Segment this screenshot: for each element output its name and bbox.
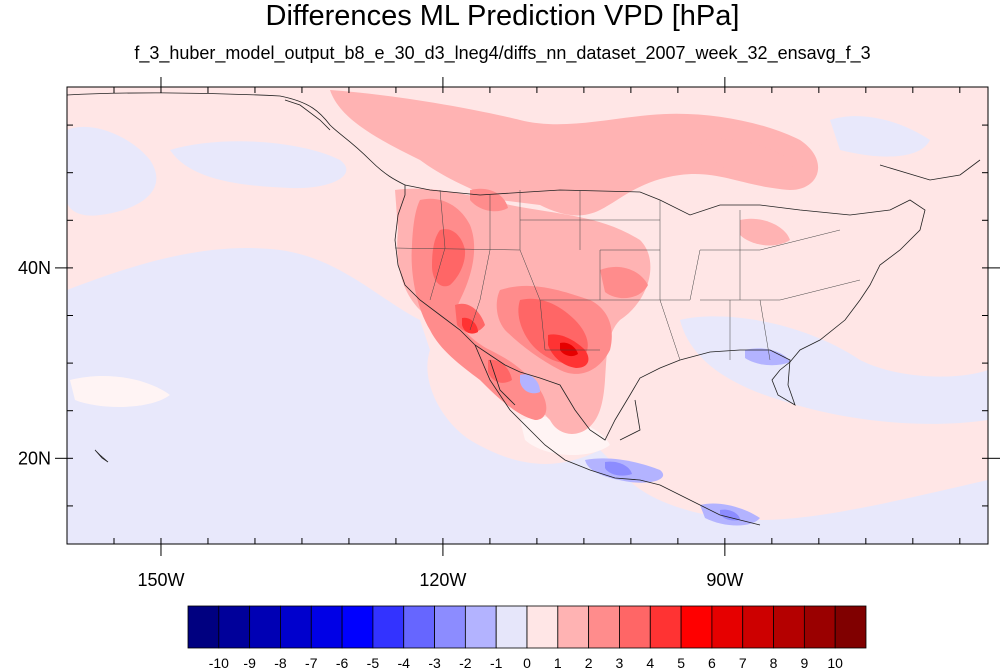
colorbar-label: 3 — [616, 655, 624, 671]
colorbar-label: -2 — [459, 655, 472, 671]
colorbar-label: 5 — [677, 655, 685, 671]
x-tick-label: 120W — [419, 570, 466, 590]
y-tick-label: 40N — [18, 258, 51, 278]
colorbar-label: -4 — [398, 655, 411, 671]
map-title: Differences ML Prediction VPD [hPa] — [265, 0, 740, 32]
colorbar-swatch — [187, 605, 220, 649]
colorbar: -10 -9 -8 -7 -6 -5 -4 -3 -2 -1 0 1 2 3 4 5 6 7 8 9 10 — [187, 605, 867, 671]
colorbar-swatch — [742, 605, 774, 649]
colorbar-swatch — [834, 605, 867, 649]
colorbar-label: 8 — [770, 655, 778, 671]
colorbar-swatch — [434, 605, 466, 649]
colorbar-label: -10 — [209, 655, 229, 671]
colorbar-swatch — [773, 605, 805, 649]
colorbar-swatch — [526, 605, 559, 649]
colorbar-label: 1 — [554, 655, 562, 671]
colorbar-label: -1 — [490, 655, 503, 671]
x-tick-label: 90W — [706, 570, 743, 590]
negative-anomaly-regions — [67, 116, 988, 544]
colorbar-label: 7 — [739, 655, 747, 671]
colorbar-label: 0 — [523, 655, 531, 671]
colorbar-swatch — [711, 605, 744, 649]
colorbar-swatch — [557, 605, 590, 649]
colorbar-swatch — [403, 605, 435, 649]
colorbar-label: -6 — [336, 655, 349, 671]
colorbar-label: -5 — [367, 655, 380, 671]
colorbar-label: 9 — [800, 655, 808, 671]
colorbar-label: 2 — [585, 655, 593, 671]
colorbar-swatch — [280, 605, 312, 649]
colorbar-label: 4 — [646, 655, 654, 671]
colorbar-swatch — [803, 605, 836, 649]
colorbar-swatch — [680, 605, 713, 649]
colorbar-swatch — [372, 605, 405, 649]
colorbar-swatch — [619, 605, 651, 649]
colorbar-label: 6 — [708, 655, 716, 671]
colorbar-label: -9 — [243, 655, 256, 671]
colorbar-label: -3 — [428, 655, 441, 671]
colorbar-swatch — [464, 605, 497, 649]
colorbar-label: 10 — [827, 655, 843, 671]
colorbar-label: -8 — [274, 655, 287, 671]
x-tick-label: 150W — [137, 570, 184, 590]
colorbar-swatch — [649, 605, 682, 649]
state-borders — [394, 189, 861, 361]
colorbar-swatch — [341, 605, 374, 649]
coastlines — [67, 92, 981, 526]
colorbar-swatch — [495, 605, 528, 649]
map-subtitle: f_3_huber_model_output_b8_e_30_d3_lneg4/… — [134, 43, 871, 63]
axis-tick-labels: 150W 120W 90W 40N 20N — [18, 258, 743, 590]
positive-anomaly-max — [560, 342, 578, 357]
negative-anomaly-strong — [605, 461, 740, 521]
axis-ticks — [55, 77, 1000, 556]
colorbar-swatch — [310, 605, 343, 649]
colorbar-swatch — [249, 605, 281, 649]
colorbar-swatch — [588, 605, 620, 649]
colorbar-swatch — [218, 605, 251, 649]
y-tick-label: 20N — [18, 448, 51, 468]
map-plot-area — [67, 87, 988, 544]
colorbar-label: -7 — [305, 655, 318, 671]
